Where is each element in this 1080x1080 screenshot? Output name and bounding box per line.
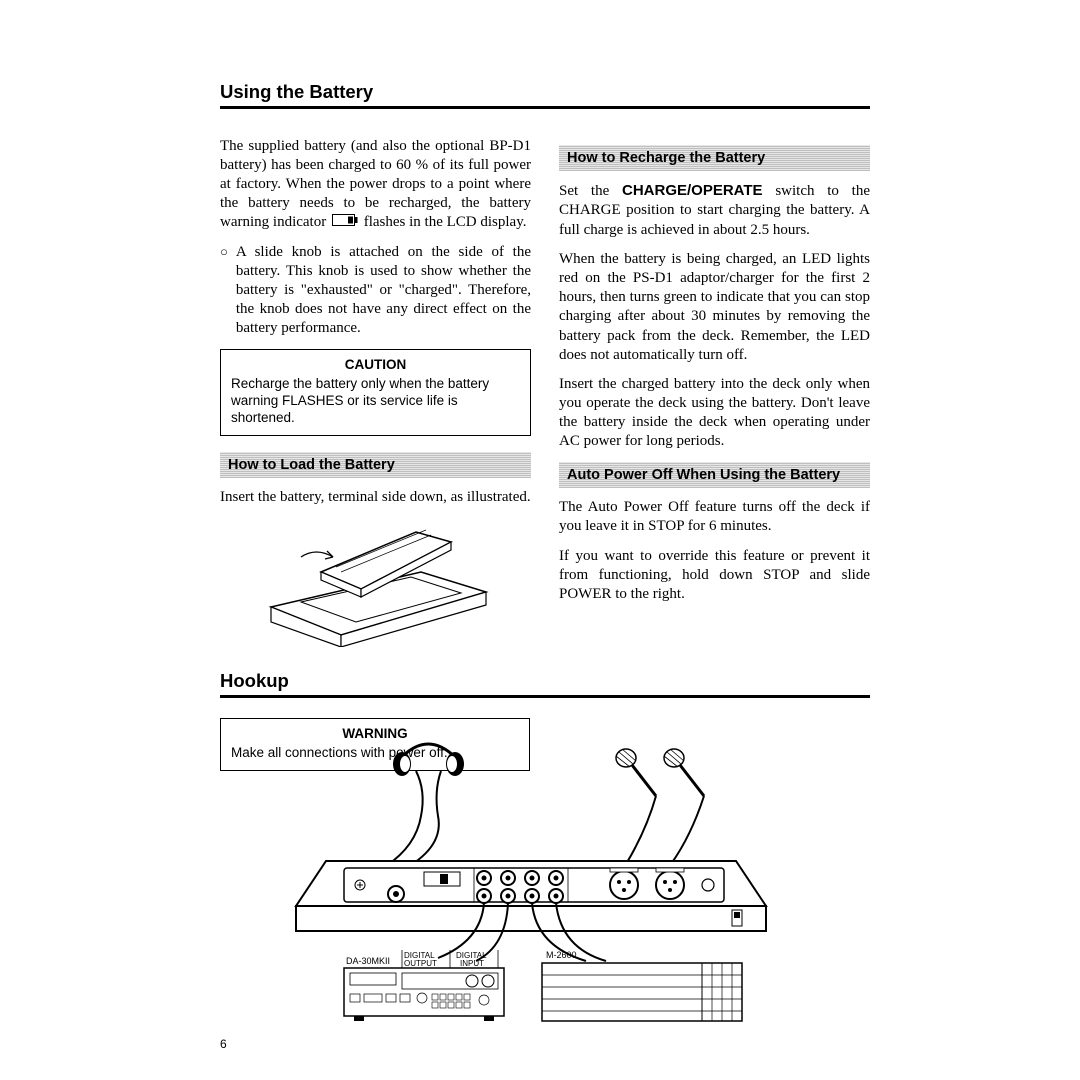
- caution-box: CAUTION Recharge the battery only when t…: [220, 349, 531, 436]
- headphones-icon: [393, 744, 464, 776]
- recharge-p1a: Set the: [559, 183, 622, 199]
- svg-text:INPUT: INPUT: [460, 959, 484, 968]
- unit-da30: [344, 968, 504, 1021]
- battery-icon: [332, 213, 358, 232]
- caution-title: CAUTION: [231, 356, 520, 373]
- intro-tail: flashes in the LCD display.: [364, 214, 527, 230]
- bullet-text: A slide knob is attached on the side of …: [236, 243, 531, 339]
- illustration-battery-insert: [261, 517, 491, 647]
- illustration-hookup: DA-30MKII DIGITAL OUTPUT DIGITAL INPUT M…: [226, 736, 866, 1036]
- subhead-auto-power-off: Auto Power Off When Using the Battery: [559, 462, 870, 489]
- caution-body: Recharge the battery only when the batte…: [231, 375, 520, 427]
- hookup-area: WARNING Make all connections with power …: [220, 718, 870, 1048]
- unit-m2600: [542, 963, 742, 1021]
- label-da30: DA-30MKII: [346, 956, 390, 966]
- recharge-p1: Set the CHARGE/OPERATE switch to the CHA…: [559, 181, 870, 240]
- microphone-icon: [616, 749, 656, 864]
- label-m2600: M-2600: [546, 950, 577, 960]
- deck-body: [296, 861, 766, 931]
- recharge-p2: When the battery is being charged, an LE…: [559, 250, 870, 365]
- two-column-layout: The supplied battery (and also the optio…: [220, 137, 870, 652]
- right-column: How to Recharge the Battery Set the CHAR…: [559, 137, 870, 652]
- intro-paragraph: The supplied battery (and also the optio…: [220, 137, 531, 233]
- left-column: The supplied battery (and also the optio…: [220, 137, 531, 652]
- page-number: 6: [220, 1037, 227, 1052]
- subhead-recharge: How to Recharge the Battery: [559, 145, 870, 172]
- bullet-marker: ○: [220, 243, 228, 339]
- section-rule: [220, 106, 870, 109]
- section-title-battery: Using the Battery: [220, 80, 870, 104]
- microphone-icon: [664, 749, 704, 864]
- section-rule-2: [220, 695, 870, 698]
- recharge-switch-label: CHARGE/OPERATE: [622, 182, 763, 199]
- recharge-p3: Insert the charged battery into the deck…: [559, 375, 870, 452]
- bullet-item: ○ A slide knob is attached on the side o…: [220, 243, 531, 339]
- section-title-hookup: Hookup: [220, 669, 870, 693]
- svg-text:OUTPUT: OUTPUT: [404, 959, 437, 968]
- apo-p1: The Auto Power Off feature turns off the…: [559, 498, 870, 536]
- load-battery-text: Insert the battery, terminal side down, …: [220, 488, 531, 507]
- apo-p2: If you want to override this feature or …: [559, 547, 870, 605]
- subhead-load-battery: How to Load the Battery: [220, 452, 531, 479]
